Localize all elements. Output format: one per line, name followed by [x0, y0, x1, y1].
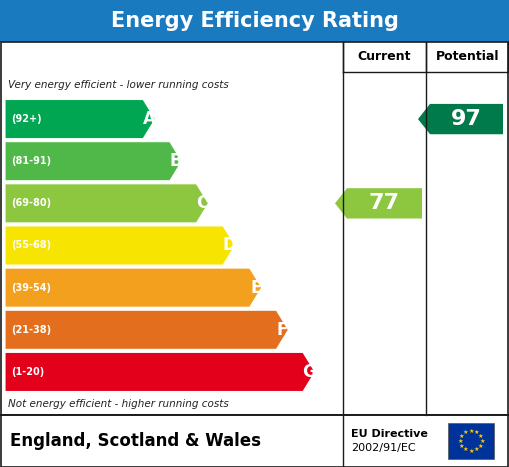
Text: ★: ★	[459, 433, 464, 439]
Bar	[0, 0, 509, 42]
Polygon shape	[5, 310, 289, 349]
Polygon shape	[5, 142, 182, 181]
Text: A: A	[143, 110, 156, 128]
Text: E: E	[250, 279, 262, 297]
Polygon shape	[5, 99, 155, 139]
Bar	[1, 42, 508, 415]
Polygon shape	[335, 188, 422, 219]
Text: ★: ★	[459, 444, 464, 448]
Bar	[1, 415, 508, 467]
Text: (92+): (92+)	[11, 114, 42, 124]
Text: ★: ★	[463, 447, 468, 452]
Text: ★: ★	[457, 439, 463, 444]
Text: Not energy efficient - higher running costs: Not energy efficient - higher running co…	[8, 399, 229, 409]
Text: Energy Efficiency Rating: Energy Efficiency Rating	[110, 11, 399, 31]
Polygon shape	[418, 104, 503, 134]
Polygon shape	[5, 226, 235, 265]
Text: (69-80): (69-80)	[11, 198, 51, 208]
Text: (81-91): (81-91)	[11, 156, 51, 166]
Text: 97: 97	[451, 109, 482, 129]
Text: 77: 77	[369, 193, 400, 213]
Text: ★: ★	[474, 430, 479, 435]
Text: ★: ★	[478, 433, 484, 439]
Text: (1-20): (1-20)	[11, 367, 44, 377]
Text: B: B	[169, 152, 182, 170]
Text: (39-54): (39-54)	[11, 283, 51, 293]
Text: F: F	[277, 321, 288, 339]
Text: D: D	[222, 236, 236, 255]
Text: Very energy efficient - lower running costs: Very energy efficient - lower running co…	[8, 80, 229, 90]
Text: ★: ★	[468, 429, 474, 433]
Text: ★: ★	[463, 430, 468, 435]
Bar	[448, 423, 494, 459]
Text: ★: ★	[468, 448, 474, 453]
Text: C: C	[196, 194, 209, 212]
Text: G: G	[302, 363, 316, 381]
Text: Current: Current	[358, 50, 411, 64]
Text: ★: ★	[479, 439, 485, 444]
Text: EU Directive: EU Directive	[351, 429, 428, 439]
Text: (21-38): (21-38)	[11, 325, 51, 335]
Text: 2002/91/EC: 2002/91/EC	[351, 443, 416, 453]
Text: ★: ★	[474, 447, 479, 452]
Polygon shape	[5, 184, 209, 223]
Polygon shape	[5, 353, 315, 391]
Text: ★: ★	[478, 444, 484, 448]
Text: (55-68): (55-68)	[11, 241, 51, 250]
Text: Potential: Potential	[436, 50, 499, 64]
Polygon shape	[5, 268, 262, 307]
Text: England, Scotland & Wales: England, Scotland & Wales	[10, 432, 261, 450]
